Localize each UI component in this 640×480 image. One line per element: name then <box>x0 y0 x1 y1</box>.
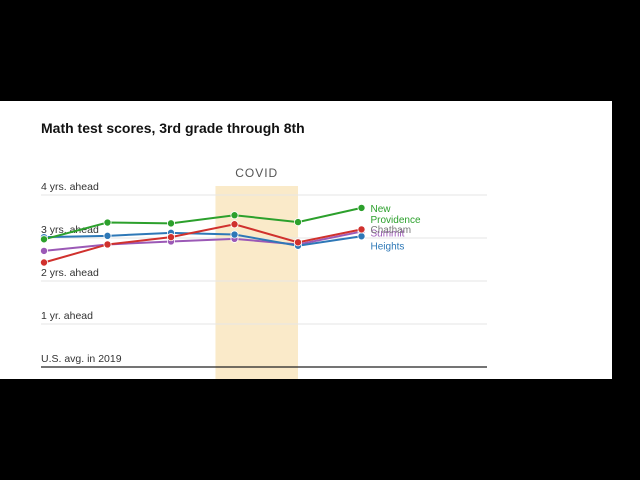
data-point <box>166 219 175 228</box>
data-point <box>103 218 112 227</box>
data-point <box>40 235 49 244</box>
series-end-label-line: Providence <box>371 215 421 226</box>
series-end-label-line: New <box>371 204 392 215</box>
y-tick-label: U.S. avg. in 2019 <box>41 353 122 365</box>
data-point <box>40 246 49 255</box>
series-line <box>43 230 362 252</box>
line-chart: COVID U.S. avg. in 2019 1 yr. ahead 2 yrs. … <box>40 166 487 379</box>
series-end-label: Summit <box>371 229 405 240</box>
data-point <box>230 211 239 220</box>
covid-label: COVID <box>235 166 278 180</box>
data-point <box>40 258 49 267</box>
y-tick-label: 4 yrs. ahead <box>41 181 99 193</box>
data-point <box>230 230 239 239</box>
series-end-label-line: Summit <box>371 229 405 240</box>
data-point <box>357 225 366 234</box>
data-point <box>166 233 175 242</box>
series-line <box>43 206 362 241</box>
y-tick-label: 1 yr. ahead <box>41 310 93 322</box>
chart-title: Math test scores, 3rd grade through 8th <box>41 120 305 136</box>
covid-shaded-region <box>215 186 298 379</box>
data-point <box>103 231 112 240</box>
series-line <box>43 231 362 247</box>
data-point <box>230 220 239 229</box>
data-point <box>357 203 366 212</box>
series-end-label: New Providence <box>371 204 421 226</box>
y-tick-label: 3 yrs. ahead <box>41 224 99 236</box>
data-point <box>293 238 302 247</box>
y-tick-label: 2 yrs. ahead <box>41 267 99 279</box>
data-point <box>103 240 112 249</box>
series-end-label: Heights <box>371 242 405 253</box>
series-line <box>43 223 362 264</box>
series-end-label-line: Chatham <box>371 225 412 236</box>
series-end-label-line: Heights <box>371 242 405 253</box>
data-point <box>293 218 302 227</box>
chart-panel: Math test scores, 3rd grade through 8th … <box>0 101 612 379</box>
data-point <box>357 232 366 241</box>
series-end-label: Chatham <box>371 225 412 236</box>
